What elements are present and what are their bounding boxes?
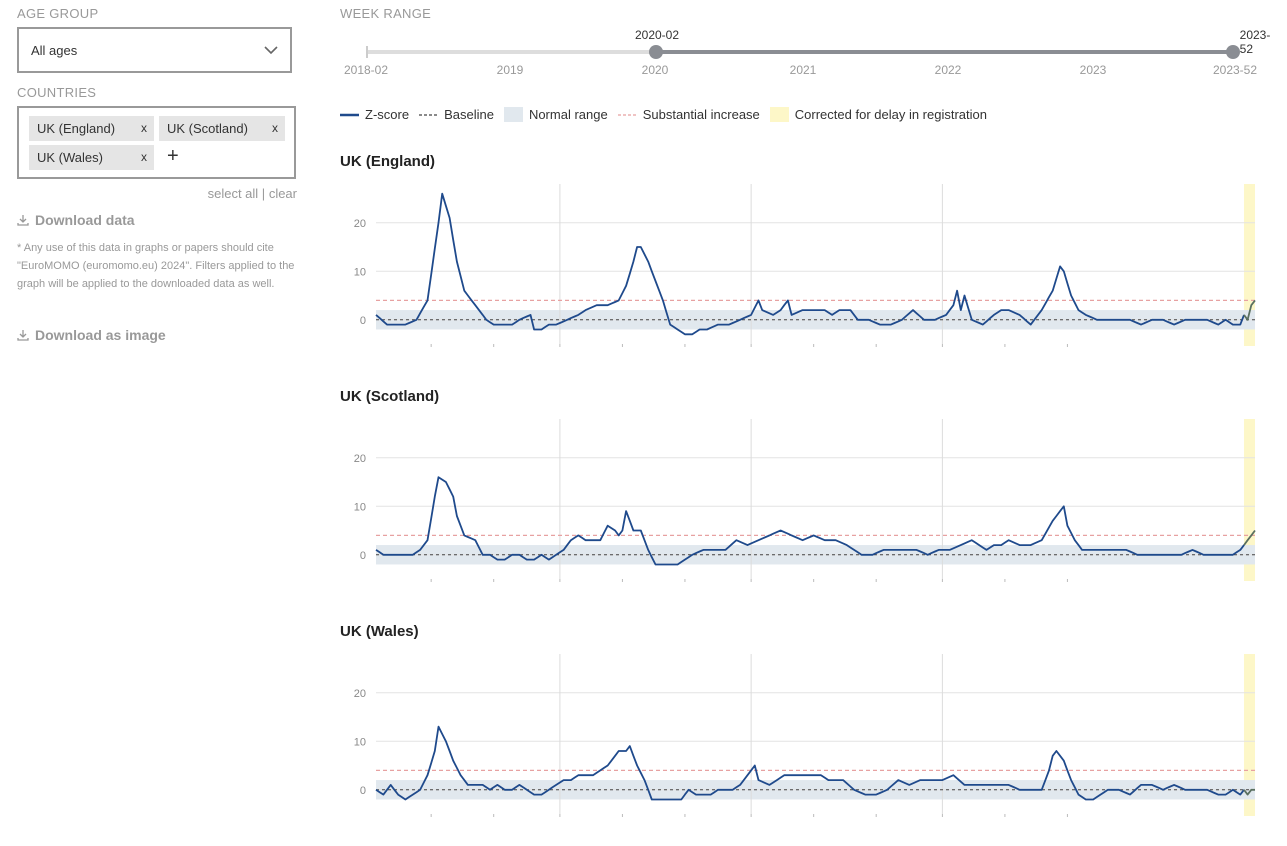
country-tag-label: UK (Scotland): [167, 121, 248, 136]
zscore-line-corrected[interactable]: [1243, 529, 1256, 546]
slider-track[interactable]: [340, 25, 1280, 65]
legend-zscore[interactable]: Z-score: [340, 107, 409, 122]
slider-handle-end[interactable]: [1226, 45, 1240, 59]
legend-zscore-swatch: [340, 113, 359, 116]
add-country-button[interactable]: +: [167, 145, 179, 167]
remove-tag-icon[interactable]: x: [141, 121, 147, 135]
chart-legend: Z-score Baseline Normal range Substantia…: [340, 107, 997, 122]
slider-handle-start[interactable]: [649, 45, 663, 59]
chevron-down-icon: [264, 45, 278, 54]
slider-end-value: 2023-52: [1239, 28, 1271, 56]
week-range-label: WEEK RANGE: [340, 6, 432, 21]
zscore-line[interactable]: [375, 192, 1245, 336]
chart-title-england: UK (England): [340, 153, 435, 170]
week-range-slider: 2020-02 2023-52 2018-02 2019 2020 2021 2…: [340, 25, 1280, 85]
separator: |: [261, 186, 266, 201]
download-image-label: Download as image: [35, 327, 166, 343]
y-tick-label: 0: [360, 315, 366, 327]
legend-corrected-label: Corrected for delay in registration: [794, 107, 987, 122]
slider-year-label: 2022: [934, 63, 962, 77]
download-icon: [17, 215, 29, 226]
corrected-delay-band: [1243, 654, 1255, 816]
y-tick-label: 10: [354, 736, 366, 748]
legend-baseline-swatch: [419, 113, 439, 116]
chart-england: 010201734202117342022173420231734: [354, 184, 1256, 347]
remove-tag-icon[interactable]: x: [272, 121, 278, 135]
slider-year-label: 2020: [641, 63, 669, 77]
countries-multiselect[interactable]: UK (England) x UK (Scotland) x UK (Wales…: [17, 106, 296, 179]
legend-baseline-label: Baseline: [444, 107, 494, 122]
slider-year-label: 2023: [1079, 63, 1107, 77]
slider-min-label: 2018-02: [343, 63, 389, 77]
select-all-link[interactable]: select all: [207, 186, 259, 201]
legend-corrected[interactable]: Corrected for delay in registration: [769, 107, 987, 122]
corrected-delay-band: [1243, 184, 1255, 346]
chart-title-scotland: UK (Scotland): [340, 388, 440, 405]
y-tick-label: 20: [354, 453, 366, 465]
country-tag-wales: UK (Wales) x: [29, 145, 154, 170]
zscore-line-corrected[interactable]: [1243, 788, 1255, 796]
select-links: select all | clear: [208, 186, 297, 201]
remove-tag-icon[interactable]: x: [141, 150, 147, 164]
y-tick-label: 0: [360, 550, 366, 562]
legend-substantial-swatch: [617, 113, 637, 116]
chart-wales: 010201734202117342022173420231734: [354, 654, 1255, 817]
age-group-label: AGE GROUP: [17, 6, 99, 21]
country-tag-scotland: UK (Scotland) x: [159, 116, 285, 141]
slider-start-value: 2020-02: [634, 28, 680, 42]
zscore-line-corrected[interactable]: [1243, 299, 1256, 321]
country-tag-label: UK (England): [37, 121, 116, 136]
chart-scotland: 010201734202117342022173420231734: [354, 419, 1256, 582]
clear-link[interactable]: clear: [268, 186, 297, 201]
slider-year-label: 2019: [496, 63, 524, 77]
age-group-select[interactable]: All ages: [17, 27, 292, 73]
legend-normal-label: Normal range: [528, 107, 608, 122]
slider-year-label: 2021: [789, 63, 817, 77]
legend-normal-swatch: [503, 107, 523, 122]
y-tick-label: 20: [354, 218, 366, 230]
corrected-delay-band: [1243, 419, 1255, 581]
country-tag-label: UK (Wales): [37, 150, 103, 165]
legend-baseline[interactable]: Baseline: [419, 107, 494, 122]
download-icon: [17, 330, 29, 341]
countries-label: COUNTRIES: [17, 85, 97, 100]
y-tick-label: 10: [354, 266, 366, 278]
y-tick-label: 0: [360, 785, 366, 797]
chart-title-wales: UK (Wales): [340, 623, 419, 640]
y-tick-label: 10: [354, 501, 366, 513]
zscore-line[interactable]: [375, 476, 1245, 566]
y-tick-label: 20: [354, 688, 366, 700]
legend-substantial-label: Substantial increase: [642, 107, 760, 122]
slider-max-label: 2023-52: [1212, 63, 1258, 77]
download-image-button[interactable]: Download as image: [17, 327, 166, 343]
legend-substantial[interactable]: Substantial increase: [617, 107, 760, 122]
zscore-line[interactable]: [375, 725, 1245, 801]
country-tag-england: UK (England) x: [29, 116, 154, 141]
legend-normal-range[interactable]: Normal range: [503, 107, 608, 122]
age-group-value: All ages: [31, 42, 78, 58]
legend-zscore-label: Z-score: [365, 107, 410, 122]
citation-note: * Any use of this data in graphs or pape…: [17, 242, 295, 290]
download-data-button[interactable]: Download data: [17, 212, 135, 228]
download-data-label: Download data: [35, 212, 135, 228]
legend-corrected-swatch: [769, 107, 789, 122]
